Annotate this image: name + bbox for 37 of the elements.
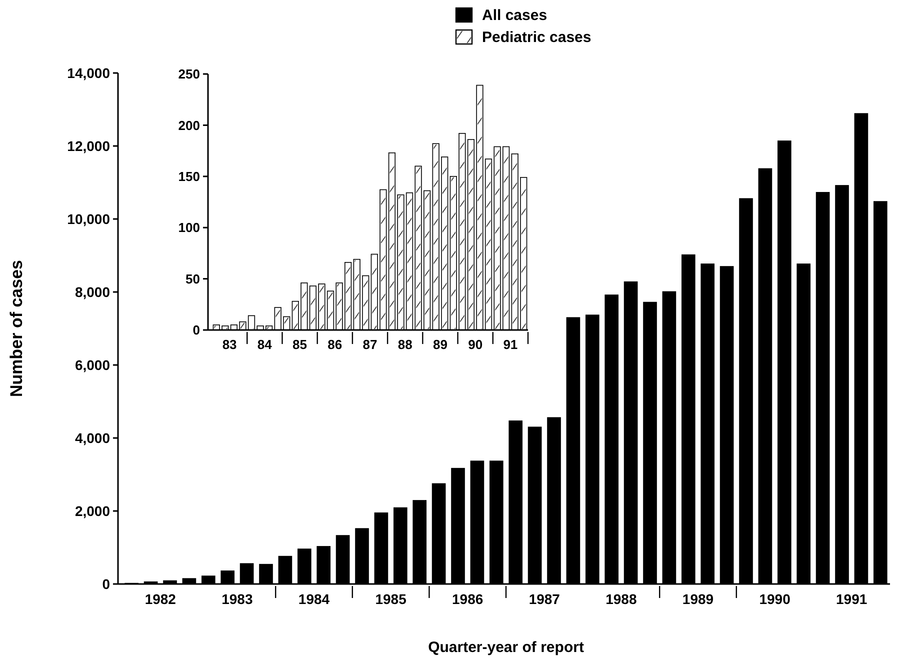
x-tick-label: 1985	[375, 591, 407, 607]
x-tick-label: 90	[468, 337, 483, 352]
legend-label: All cases	[482, 7, 548, 24]
x-tick-label: 1988	[606, 591, 637, 607]
x-tick-label: 87	[362, 337, 378, 352]
y-axis-title: Number of cases	[7, 260, 26, 397]
x-tick-label: 1989	[682, 591, 714, 607]
y-tick-label: 4,000	[74, 430, 110, 446]
y-tick-label: 200	[178, 118, 200, 133]
x-tick-label: 91	[503, 337, 518, 352]
y-tick-label: 50	[186, 271, 200, 286]
y-tick-label: 14,000	[67, 64, 110, 81]
x-tick-label: 89	[432, 337, 448, 352]
y-tick-label: 10,000	[67, 210, 110, 227]
x-tick-label: 1984	[298, 591, 330, 607]
y-tick-label: 100	[178, 220, 200, 236]
y-tick-label: 0	[192, 322, 200, 338]
y-tick-label: 150	[178, 168, 200, 184]
y-tick-label: 250	[178, 66, 200, 82]
y-tick-label: 8,000	[74, 284, 110, 300]
x-tick-label: 83	[222, 337, 237, 352]
x-tick-label: 85	[292, 337, 308, 352]
y-tick-label: 0	[102, 576, 110, 592]
x-axis-title: Quarter-year of report	[428, 639, 584, 656]
x-tick-label: 1986	[452, 591, 484, 607]
x-tick-label: 86	[328, 337, 342, 352]
x-tick-label: 1991	[836, 591, 868, 607]
x-tick-label: 1982	[144, 591, 176, 607]
y-tick-label: 12,000	[67, 138, 110, 154]
y-tick-label: 2,000	[74, 502, 110, 519]
y-tick-label: 6,000	[74, 356, 110, 373]
x-tick-label: 88	[398, 337, 412, 352]
x-tick-label: 1990	[759, 591, 791, 607]
x-tick-label: 84	[257, 337, 273, 352]
x-tick-label: 1983	[222, 591, 253, 607]
legend-label: Pediatric cases	[482, 29, 592, 46]
x-tick-label: 1987	[528, 591, 560, 607]
